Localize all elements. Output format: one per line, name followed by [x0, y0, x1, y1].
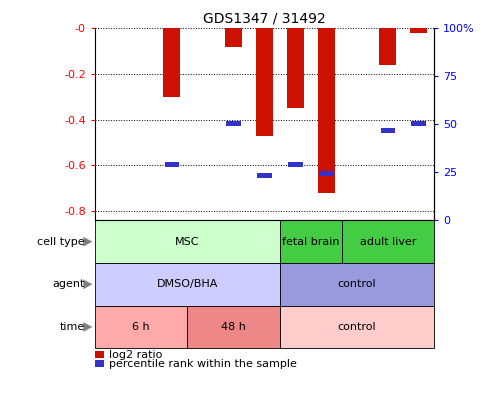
Polygon shape	[83, 279, 92, 289]
Text: DMSO/BHA: DMSO/BHA	[157, 279, 218, 289]
Text: agent: agent	[52, 279, 85, 289]
Bar	[342, 220, 434, 263]
Bar	[165, 162, 179, 167]
Bar	[95, 220, 280, 263]
Bar	[379, 28, 396, 65]
Bar	[227, 121, 241, 126]
Bar	[187, 306, 280, 348]
Bar	[225, 28, 242, 47]
Text: MSC: MSC	[175, 237, 200, 247]
Bar	[280, 263, 434, 306]
Text: 6 h: 6 h	[132, 322, 150, 332]
Bar	[412, 121, 426, 126]
Text: percentile rank within the sample: percentile rank within the sample	[109, 359, 297, 369]
Bar	[164, 28, 181, 97]
Text: 48 h: 48 h	[221, 322, 246, 332]
Text: time: time	[59, 322, 85, 332]
Bar	[280, 306, 434, 348]
Bar	[318, 28, 335, 193]
Text: cell type: cell type	[37, 237, 85, 247]
Bar	[95, 360, 104, 367]
Text: fetal brain: fetal brain	[282, 237, 339, 247]
Text: control: control	[338, 322, 376, 332]
Bar	[288, 162, 302, 167]
Bar	[256, 28, 273, 136]
Text: control: control	[338, 279, 376, 289]
Polygon shape	[83, 322, 92, 332]
Bar	[95, 263, 280, 306]
Bar	[95, 351, 104, 358]
Text: log2 ratio: log2 ratio	[109, 350, 162, 360]
Text: adult liver: adult liver	[360, 237, 416, 247]
Bar	[319, 171, 333, 176]
Title: GDS1347 / 31492: GDS1347 / 31492	[203, 12, 326, 26]
Bar	[381, 128, 395, 132]
Bar	[280, 220, 342, 263]
Bar	[257, 173, 271, 178]
Bar	[410, 28, 427, 33]
Bar	[287, 28, 304, 108]
Bar	[95, 306, 187, 348]
Polygon shape	[83, 237, 92, 247]
